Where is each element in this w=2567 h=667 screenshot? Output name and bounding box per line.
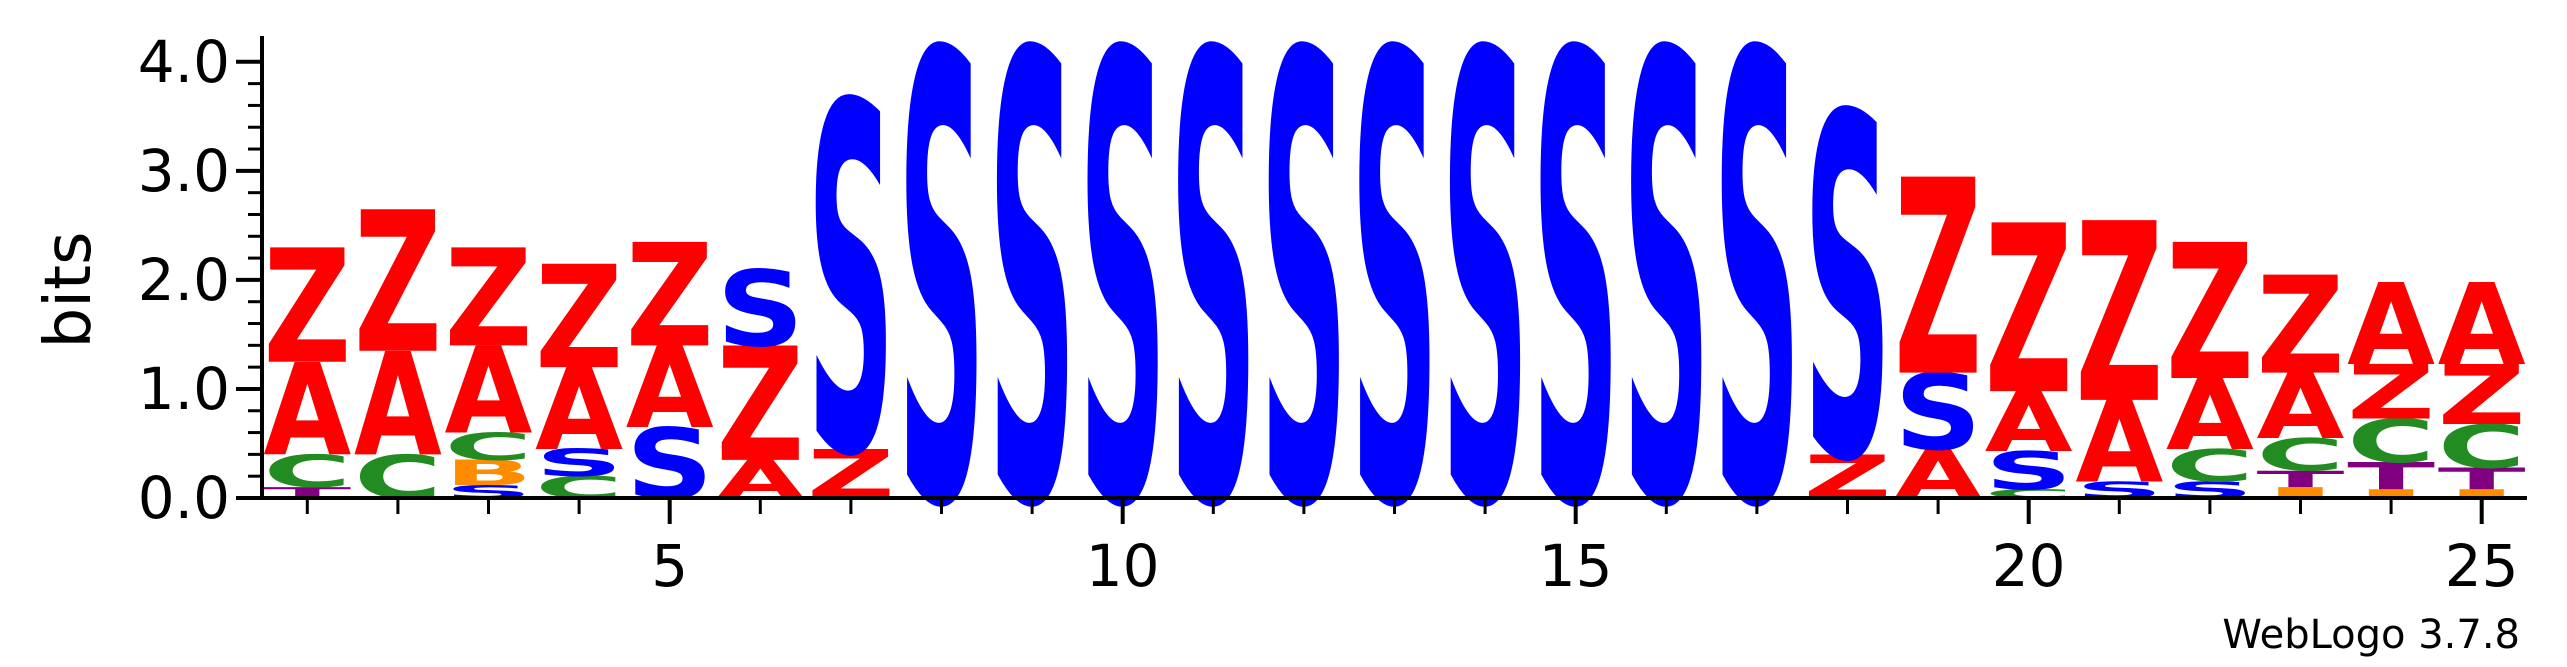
logo-letter-s: S xyxy=(1804,19,1892,567)
logo-column-12: S xyxy=(1260,0,1348,644)
logo-letter-z: Z xyxy=(626,215,714,380)
y-tick-label: 4.0 xyxy=(138,28,230,96)
logo-letter-z: Z xyxy=(535,237,623,402)
logo-column-17: S xyxy=(1713,0,1801,644)
logo-column-2: CAZ xyxy=(354,172,442,513)
logo-column-6: AZS xyxy=(716,249,804,511)
logo-letter-z: Z xyxy=(2257,249,2345,406)
y-tick-label: 3.0 xyxy=(138,137,230,205)
logo-letter-s: S xyxy=(898,0,986,644)
x-tick-label: 20 xyxy=(1992,532,2066,600)
logo-letter-z: Z xyxy=(2166,206,2254,423)
logo-column-18: ZS xyxy=(1804,19,1892,567)
y-tick-label: 1.0 xyxy=(138,355,230,423)
logo-column-8: S xyxy=(898,0,986,644)
y-tick-label: 2.0 xyxy=(138,246,230,314)
x-tick-label: 5 xyxy=(651,532,688,600)
logo-letter-s: S xyxy=(716,249,804,370)
logo-column-11: S xyxy=(1169,0,1257,644)
y-tick-label: 0.0 xyxy=(138,464,230,532)
logo-letter-z: Z xyxy=(263,217,351,399)
logo-letter-s: S xyxy=(988,0,1076,644)
x-tick-label: 15 xyxy=(1539,532,1613,600)
logo-letter-s: S xyxy=(1260,0,1348,644)
logo-letter-s: S xyxy=(1441,0,1529,644)
logo-column-13: S xyxy=(1351,0,1439,644)
logo-letter-s: S xyxy=(1169,0,1257,644)
logo-column-16: S xyxy=(1622,0,1710,644)
logo-letter-z: Z xyxy=(1985,176,2073,447)
logo-letter-z: Z xyxy=(445,221,533,378)
logo-letter-z: Z xyxy=(1894,124,1982,437)
logo-column-19: ASZ xyxy=(1894,124,1982,515)
logo-letter-s: S xyxy=(1622,0,1710,644)
logo-letter-s: S xyxy=(807,6,895,562)
logo-column-21: SAZ xyxy=(2075,171,2163,508)
weblogo-credit: WebLogo 3.7.8 xyxy=(2222,612,2520,658)
logo-column-7: ZS xyxy=(807,6,895,562)
logo-letter-z: Z xyxy=(2075,171,2163,458)
logo-letter-s: S xyxy=(1351,0,1439,644)
logo-letter-z: Z xyxy=(354,172,442,398)
logo-column-14: S xyxy=(1441,0,1529,644)
x-tick-label: 10 xyxy=(1086,532,1160,600)
logo-letter-a: A xyxy=(2438,260,2526,391)
logo-letter-s: S xyxy=(1713,0,1801,644)
y-axis-label: bits xyxy=(32,232,106,349)
logo-column-5: SAZ xyxy=(626,215,714,522)
x-tick-label: 25 xyxy=(2445,532,2519,600)
logo-letter-a: A xyxy=(2347,260,2435,391)
logo-column-9: S xyxy=(988,0,1076,644)
